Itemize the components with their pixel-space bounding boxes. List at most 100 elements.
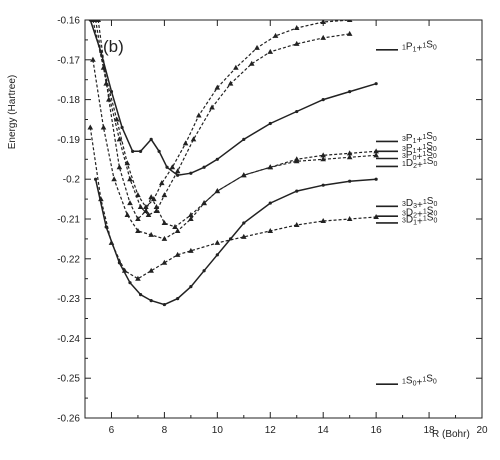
- data-point: [93, 177, 98, 181]
- asymptote-label: 1S0+1S0: [402, 374, 437, 389]
- data-point: [116, 136, 123, 142]
- panel-label: (b): [103, 37, 124, 56]
- series-4: [95, 20, 379, 229]
- asymptote-label: 1P1+1S0: [402, 39, 437, 54]
- series-6: [87, 124, 379, 281]
- data-point: [214, 188, 221, 194]
- data-point: [165, 165, 169, 169]
- data-point: [169, 164, 176, 170]
- data-point: [158, 180, 165, 186]
- y-tick-label: -0.24: [57, 334, 80, 345]
- data-point: [174, 168, 181, 174]
- data-point: [138, 293, 143, 297]
- data-point: [202, 165, 206, 169]
- data-point: [161, 259, 168, 265]
- data-point: [143, 204, 149, 210]
- series-2: [90, 20, 353, 210]
- data-point: [214, 239, 221, 245]
- data-point: [268, 121, 272, 126]
- y-tick-label: -0.17: [57, 55, 80, 66]
- data-point: [127, 200, 133, 206]
- data-point: [374, 82, 378, 86]
- data-point: [148, 231, 154, 237]
- data-point: [188, 212, 194, 218]
- x-tick-label: 6: [109, 425, 115, 436]
- data-point: [176, 173, 180, 177]
- y-tick-label: -0.19: [57, 135, 80, 146]
- data-point: [135, 227, 141, 233]
- x-axis-title: R (Bohr): [432, 429, 470, 440]
- data-point: [104, 225, 108, 229]
- data-point: [143, 208, 149, 214]
- data-point: [161, 219, 168, 225]
- data-point: [135, 216, 141, 221]
- data-point: [320, 156, 326, 162]
- asymptote-label: 3D1+1S0: [402, 212, 437, 227]
- data-point: [148, 267, 154, 273]
- data-point: [153, 204, 160, 210]
- data-point: [131, 149, 135, 153]
- data-point: [346, 150, 353, 156]
- data-point: [268, 201, 272, 205]
- x-tick-label: 8: [162, 425, 168, 436]
- data-point: [202, 269, 206, 273]
- y-tick-label: -0.26: [57, 414, 80, 425]
- data-point: [149, 137, 153, 141]
- asymptote-label: 3P1+1S0: [402, 131, 437, 146]
- data-point: [295, 189, 299, 193]
- data-point: [190, 136, 197, 142]
- x-tick-label: 20: [476, 425, 488, 436]
- data-point: [111, 176, 117, 182]
- data-point: [227, 80, 234, 86]
- asymptote-label: 3P1+1S0: [402, 141, 437, 156]
- y-tick-label: -0.18: [57, 95, 80, 106]
- data-point: [320, 34, 326, 40]
- data-point: [135, 275, 141, 281]
- y-tick-label: -0.22: [57, 254, 80, 265]
- asymptote-label: 3P0+1S0: [402, 148, 437, 163]
- data-point: [188, 247, 194, 253]
- data-point: [120, 125, 124, 130]
- x-tick-label: 12: [265, 425, 277, 436]
- data-point: [162, 302, 166, 307]
- data-point: [295, 109, 299, 114]
- data-point: [293, 221, 300, 227]
- data-point: [241, 172, 247, 178]
- data-point: [137, 204, 144, 210]
- data-point: [346, 30, 353, 36]
- data-point: [242, 221, 246, 225]
- y-tick-label: -0.2: [63, 175, 81, 186]
- data-point: [174, 251, 181, 257]
- data-point: [348, 179, 352, 183]
- data-point: [272, 32, 279, 38]
- data-point: [215, 253, 219, 257]
- data-point: [90, 56, 96, 62]
- y-tick-label: -0.25: [57, 374, 80, 385]
- data-point: [174, 227, 181, 233]
- data-point: [248, 60, 255, 66]
- data-point: [124, 212, 131, 218]
- data-point: [196, 112, 202, 118]
- series-line: [92, 20, 350, 209]
- data-point: [87, 124, 94, 130]
- data-point: [100, 124, 107, 130]
- data-point: [320, 20, 326, 24]
- data-point: [214, 84, 221, 90]
- data-point: [145, 212, 152, 218]
- series-line: [95, 20, 350, 216]
- asymptote-label: 3D3+1S0: [402, 196, 437, 211]
- data-point: [148, 194, 154, 200]
- data-point: [103, 80, 109, 86]
- asymptote-label: 3D2+1S0: [402, 206, 437, 221]
- y-axis-title: Energy (Hartree): [7, 75, 18, 149]
- data-point: [116, 164, 123, 170]
- data-point: [242, 137, 246, 141]
- asymptote-labels: 1P1+1S03P1+1S03P1+1S03P0+1S01D2+1S03D3+1…: [376, 39, 437, 389]
- data-point: [176, 297, 180, 301]
- data-point: [293, 24, 300, 30]
- data-point: [157, 149, 161, 153]
- series-5: [90, 56, 379, 241]
- series-3: [92, 20, 353, 218]
- data-point: [182, 140, 189, 146]
